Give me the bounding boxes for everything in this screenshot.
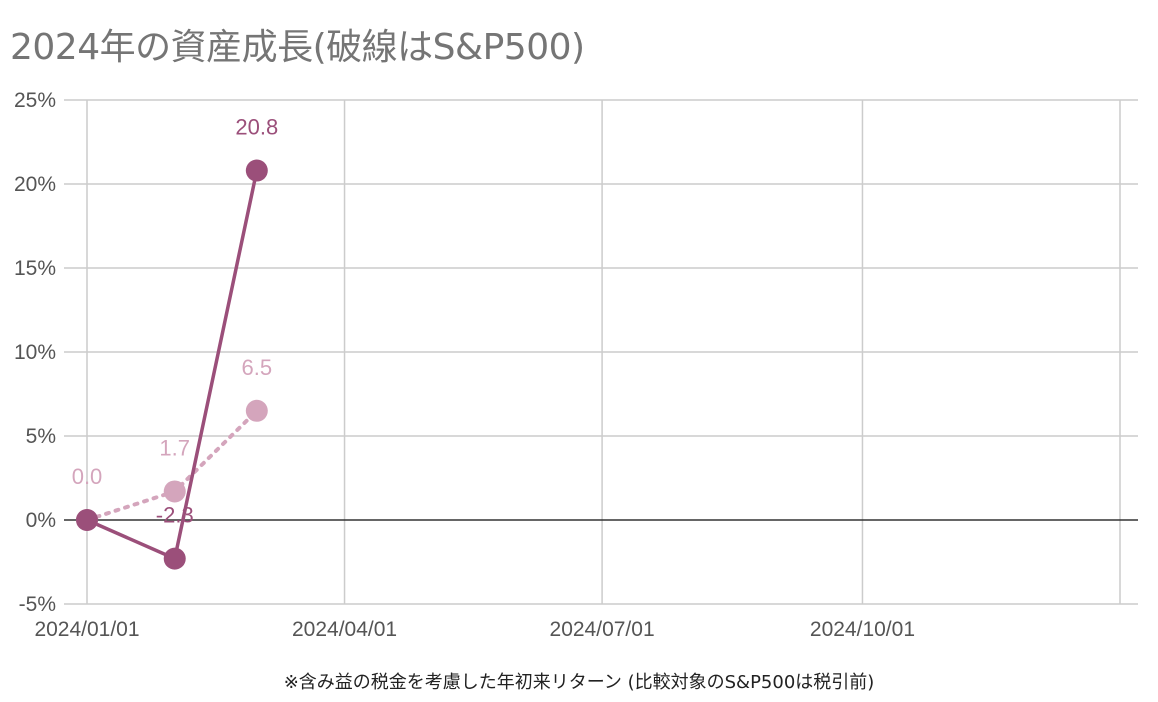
y-tick-label: 10% <box>14 341 56 364</box>
y-tick-label: -5% <box>19 593 56 616</box>
y-tick-label: 5% <box>26 425 56 448</box>
asset-point <box>163 547 186 570</box>
y-tick-label: 20% <box>14 173 56 196</box>
x-tick-label: 2024/04/01 <box>292 618 397 641</box>
asset-point <box>245 159 268 182</box>
x-tick-label: 2024/10/01 <box>810 618 915 641</box>
data-label: -2.3 <box>156 503 194 528</box>
chart-footnote: ※含み益の税金を考慮した年初来リターン (比較対象のS&P500は税引前) <box>283 672 875 693</box>
x-tick-label: 2024/01/01 <box>34 618 139 641</box>
data-label: 20.8 <box>235 115 278 140</box>
sp500-point <box>245 399 268 422</box>
y-tick-label: 0% <box>26 509 56 532</box>
y-tick-label: 25% <box>14 89 56 112</box>
data-label: 6.5 <box>242 355 273 380</box>
data-label: 0.0 <box>72 464 103 489</box>
asset-point <box>76 509 98 531</box>
data-label: 1.7 <box>159 435 190 460</box>
y-tick-label: 15% <box>14 257 56 280</box>
x-tick-label: 2024/07/01 <box>550 618 655 641</box>
sp500-point <box>163 480 186 503</box>
chart-title: 2024年の資産成長(破線はS&P500) <box>10 27 585 68</box>
